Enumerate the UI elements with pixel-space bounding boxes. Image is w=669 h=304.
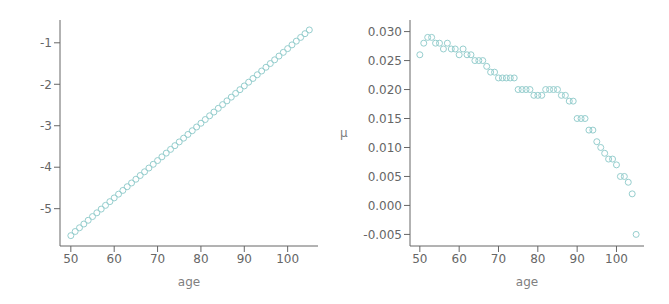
svg-text:0.025: 0.025 bbox=[368, 54, 402, 68]
svg-text:age: age bbox=[178, 275, 200, 289]
svg-text:age: age bbox=[516, 275, 538, 289]
svg-text:100: 100 bbox=[605, 252, 628, 266]
svg-text:0.020: 0.020 bbox=[368, 83, 402, 97]
svg-text:80: 80 bbox=[530, 252, 545, 266]
svg-text:0.030: 0.030 bbox=[368, 25, 402, 39]
svg-text:70: 70 bbox=[491, 252, 506, 266]
svg-text:90: 90 bbox=[570, 252, 585, 266]
svg-text:0.005: 0.005 bbox=[368, 170, 402, 184]
svg-text:50: 50 bbox=[63, 252, 78, 266]
svg-text:0.000: 0.000 bbox=[368, 199, 402, 213]
svg-text:60: 60 bbox=[107, 252, 122, 266]
svg-text:70: 70 bbox=[150, 252, 165, 266]
svg-text:90: 90 bbox=[237, 252, 252, 266]
svg-text:-0.005: -0.005 bbox=[363, 228, 402, 242]
svg-text:60: 60 bbox=[452, 252, 467, 266]
svg-text:0.015: 0.015 bbox=[368, 112, 402, 126]
svg-text:80: 80 bbox=[193, 252, 208, 266]
svg-text:-2: -2 bbox=[40, 78, 52, 92]
svg-text:-4: -4 bbox=[40, 160, 52, 174]
svg-text:-5: -5 bbox=[40, 202, 52, 216]
svg-text:-3: -3 bbox=[40, 119, 52, 133]
svg-text:50: 50 bbox=[412, 252, 427, 266]
svg-text:0.010: 0.010 bbox=[368, 141, 402, 155]
svg-text:100: 100 bbox=[276, 252, 299, 266]
svg-text:-1: -1 bbox=[40, 36, 52, 50]
svg-text:μ: μ bbox=[340, 126, 348, 140]
